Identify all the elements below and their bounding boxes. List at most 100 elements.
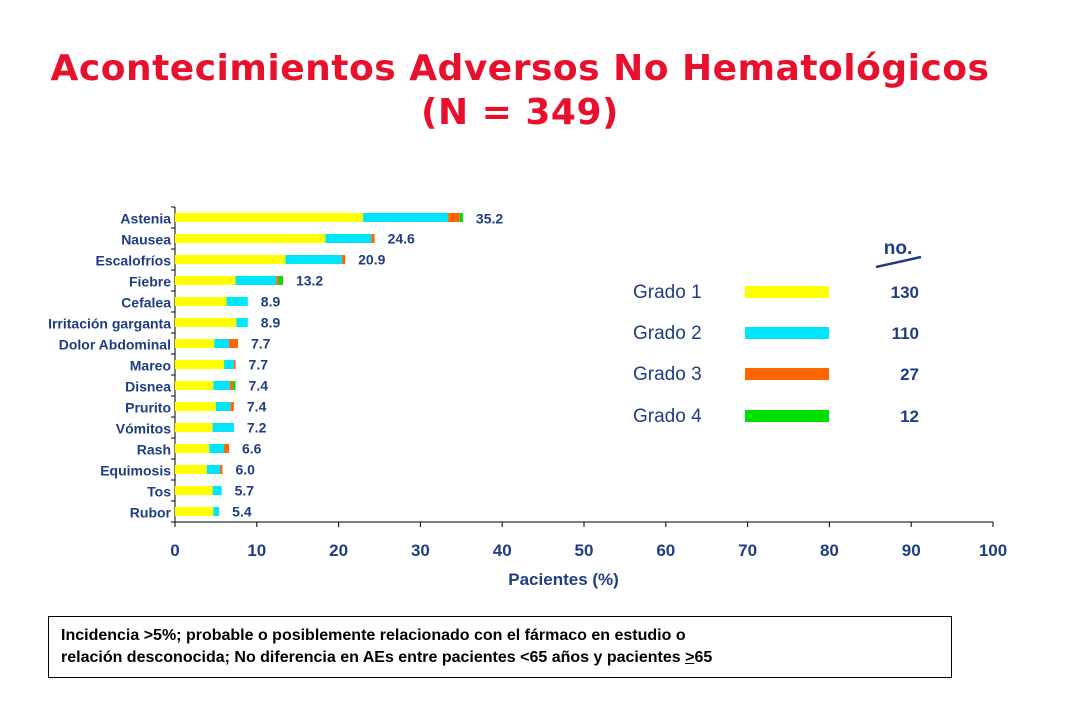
footnote-box: Incidencia >5%; probable o posiblemente … (48, 616, 952, 678)
bar-segment-grado-2 (215, 402, 231, 411)
data-label: 13.2 (296, 273, 323, 289)
bar-segment-grado-4 (233, 381, 236, 390)
bar-segment-grado-2 (236, 318, 248, 327)
bar-segment-grado-3 (341, 255, 346, 264)
bar-segment-grado-1 (175, 213, 364, 222)
bar-segment-grado-1 (175, 381, 214, 390)
bar-segment-grado-2 (213, 507, 220, 516)
data-label: 8.9 (261, 294, 281, 310)
stacked-bar-chart: 0 10 20 30 40 50 60 70 80 90 100 Pacientes (%) Asten… (48, 206, 1007, 589)
bar-segment-grado-2 (325, 234, 372, 243)
footnote-line-2-text: relación desconocida; No diferencia en A… (61, 649, 686, 666)
bar-segment-grado-3 (229, 381, 234, 390)
x-tick-label: 70 (738, 541, 757, 560)
bar-segment-grado-2 (363, 213, 449, 222)
data-label: 5.4 (232, 504, 252, 520)
bar-segment-grado-4 (278, 276, 283, 285)
bar-segment-grado-1 (175, 339, 215, 348)
legend-swatch (745, 286, 829, 298)
legend-count: 130 (891, 283, 919, 302)
legend-swatch (745, 368, 829, 380)
category-label: Escalofríos (96, 253, 172, 269)
bar-segment-grado-3 (219, 465, 223, 474)
bar-segment-grado-4 (459, 213, 463, 222)
category-label: Prurito (125, 400, 171, 416)
bar-segment-grado-3 (276, 276, 279, 285)
x-tick-label: 30 (411, 541, 430, 560)
legend-swatch (745, 327, 829, 339)
legend-count: 12 (900, 407, 919, 426)
legend-count: 110 (892, 324, 919, 343)
data-label: 6.6 (242, 441, 262, 457)
bar-segment-grado-3 (230, 402, 234, 411)
x-tick-label: 20 (329, 541, 348, 560)
data-label: 20.9 (358, 252, 385, 268)
data-label: 6.0 (235, 462, 255, 478)
chart-subtitle: (N = 349) (421, 92, 619, 133)
data-label: 7.2 (247, 420, 267, 436)
legend-label: Grado 4 (633, 406, 702, 427)
bar-segment-grado-3 (224, 444, 229, 453)
data-label: 7.7 (251, 336, 271, 352)
bar-segment-grado-3 (448, 213, 460, 222)
bar-segment-grado-2 (206, 465, 220, 474)
data-label: 35.2 (476, 211, 503, 227)
bar-segment-grado-2 (285, 255, 342, 264)
data-label: 7.4 (247, 399, 267, 415)
x-axis-label: Pacientes (%) (508, 570, 619, 589)
x-tick-label: 0 (170, 541, 179, 560)
x-tick-label: 90 (902, 541, 921, 560)
legend-swatch (745, 410, 829, 422)
bar-segment-grado-2 (226, 297, 248, 306)
legend-label: Grado 1 (633, 282, 702, 303)
bar-segment-grado-1 (175, 402, 216, 411)
legend-count: 27 (900, 365, 919, 384)
x-tick-label: 50 (575, 541, 594, 560)
bar-segment-grado-1 (175, 486, 213, 495)
bar-segment-grado-2 (213, 381, 230, 390)
data-label: 7.4 (249, 378, 269, 394)
category-label: Disnea (125, 379, 171, 395)
data-label: 7.7 (249, 357, 269, 373)
data-label: 5.7 (235, 483, 255, 499)
bar-segment-grado-1 (175, 360, 225, 369)
bar-segment-grado-2 (224, 360, 234, 369)
category-label: Fiebre (129, 274, 171, 290)
category-label: Vómitos (116, 421, 171, 437)
footnote-ge-symbol: > (685, 649, 695, 666)
legend-label: Grado 2 (633, 323, 702, 344)
category-label: Mareo (130, 358, 171, 374)
category-label: Rash (137, 442, 171, 458)
bar-segment-grado-1 (175, 423, 213, 432)
bar-segment-grado-1 (175, 255, 286, 264)
bar-segment-grado-1 (175, 465, 207, 474)
bar-segment-grado-3 (233, 360, 236, 369)
bar-segment-grado-3 (228, 339, 238, 348)
bar-segment-grado-2 (212, 423, 234, 432)
chart-title: Acontecimientos Adversos No Hematológico… (50, 48, 990, 89)
category-label: Nausea (121, 232, 171, 248)
legend-header-underline (875, 255, 922, 269)
data-label: 24.6 (388, 231, 415, 247)
x-tick-label: 40 (493, 541, 512, 560)
category-label: Cefalea (121, 295, 171, 311)
bar-segment-grado-1 (175, 234, 326, 243)
category-label: Tos (147, 484, 171, 500)
x-tick-label: 10 (247, 541, 266, 560)
bar-segment-grado-2 (235, 276, 277, 285)
x-tick-label: 80 (820, 541, 839, 560)
bar-segment-grado-1 (175, 276, 236, 285)
category-label: Rubor (130, 505, 172, 521)
legend-label: Grado 3 (633, 364, 702, 385)
category-label: Equimosis (100, 463, 171, 479)
category-label: Irritación garganta (48, 316, 171, 332)
bar-segment-grado-3 (371, 234, 375, 243)
bar-segment-grado-2 (214, 339, 229, 348)
bar-segment-grado-1 (175, 507, 214, 516)
bar-segment-grado-2 (212, 486, 222, 495)
x-tick-label: 100 (979, 541, 1007, 560)
footnote-line-2: relación desconocida; No diferencia en A… (61, 647, 939, 669)
bar-segment-grado-2 (209, 444, 225, 453)
footnote-line-2-end: 65 (694, 649, 713, 666)
bar-segment-grado-1 (175, 444, 210, 453)
